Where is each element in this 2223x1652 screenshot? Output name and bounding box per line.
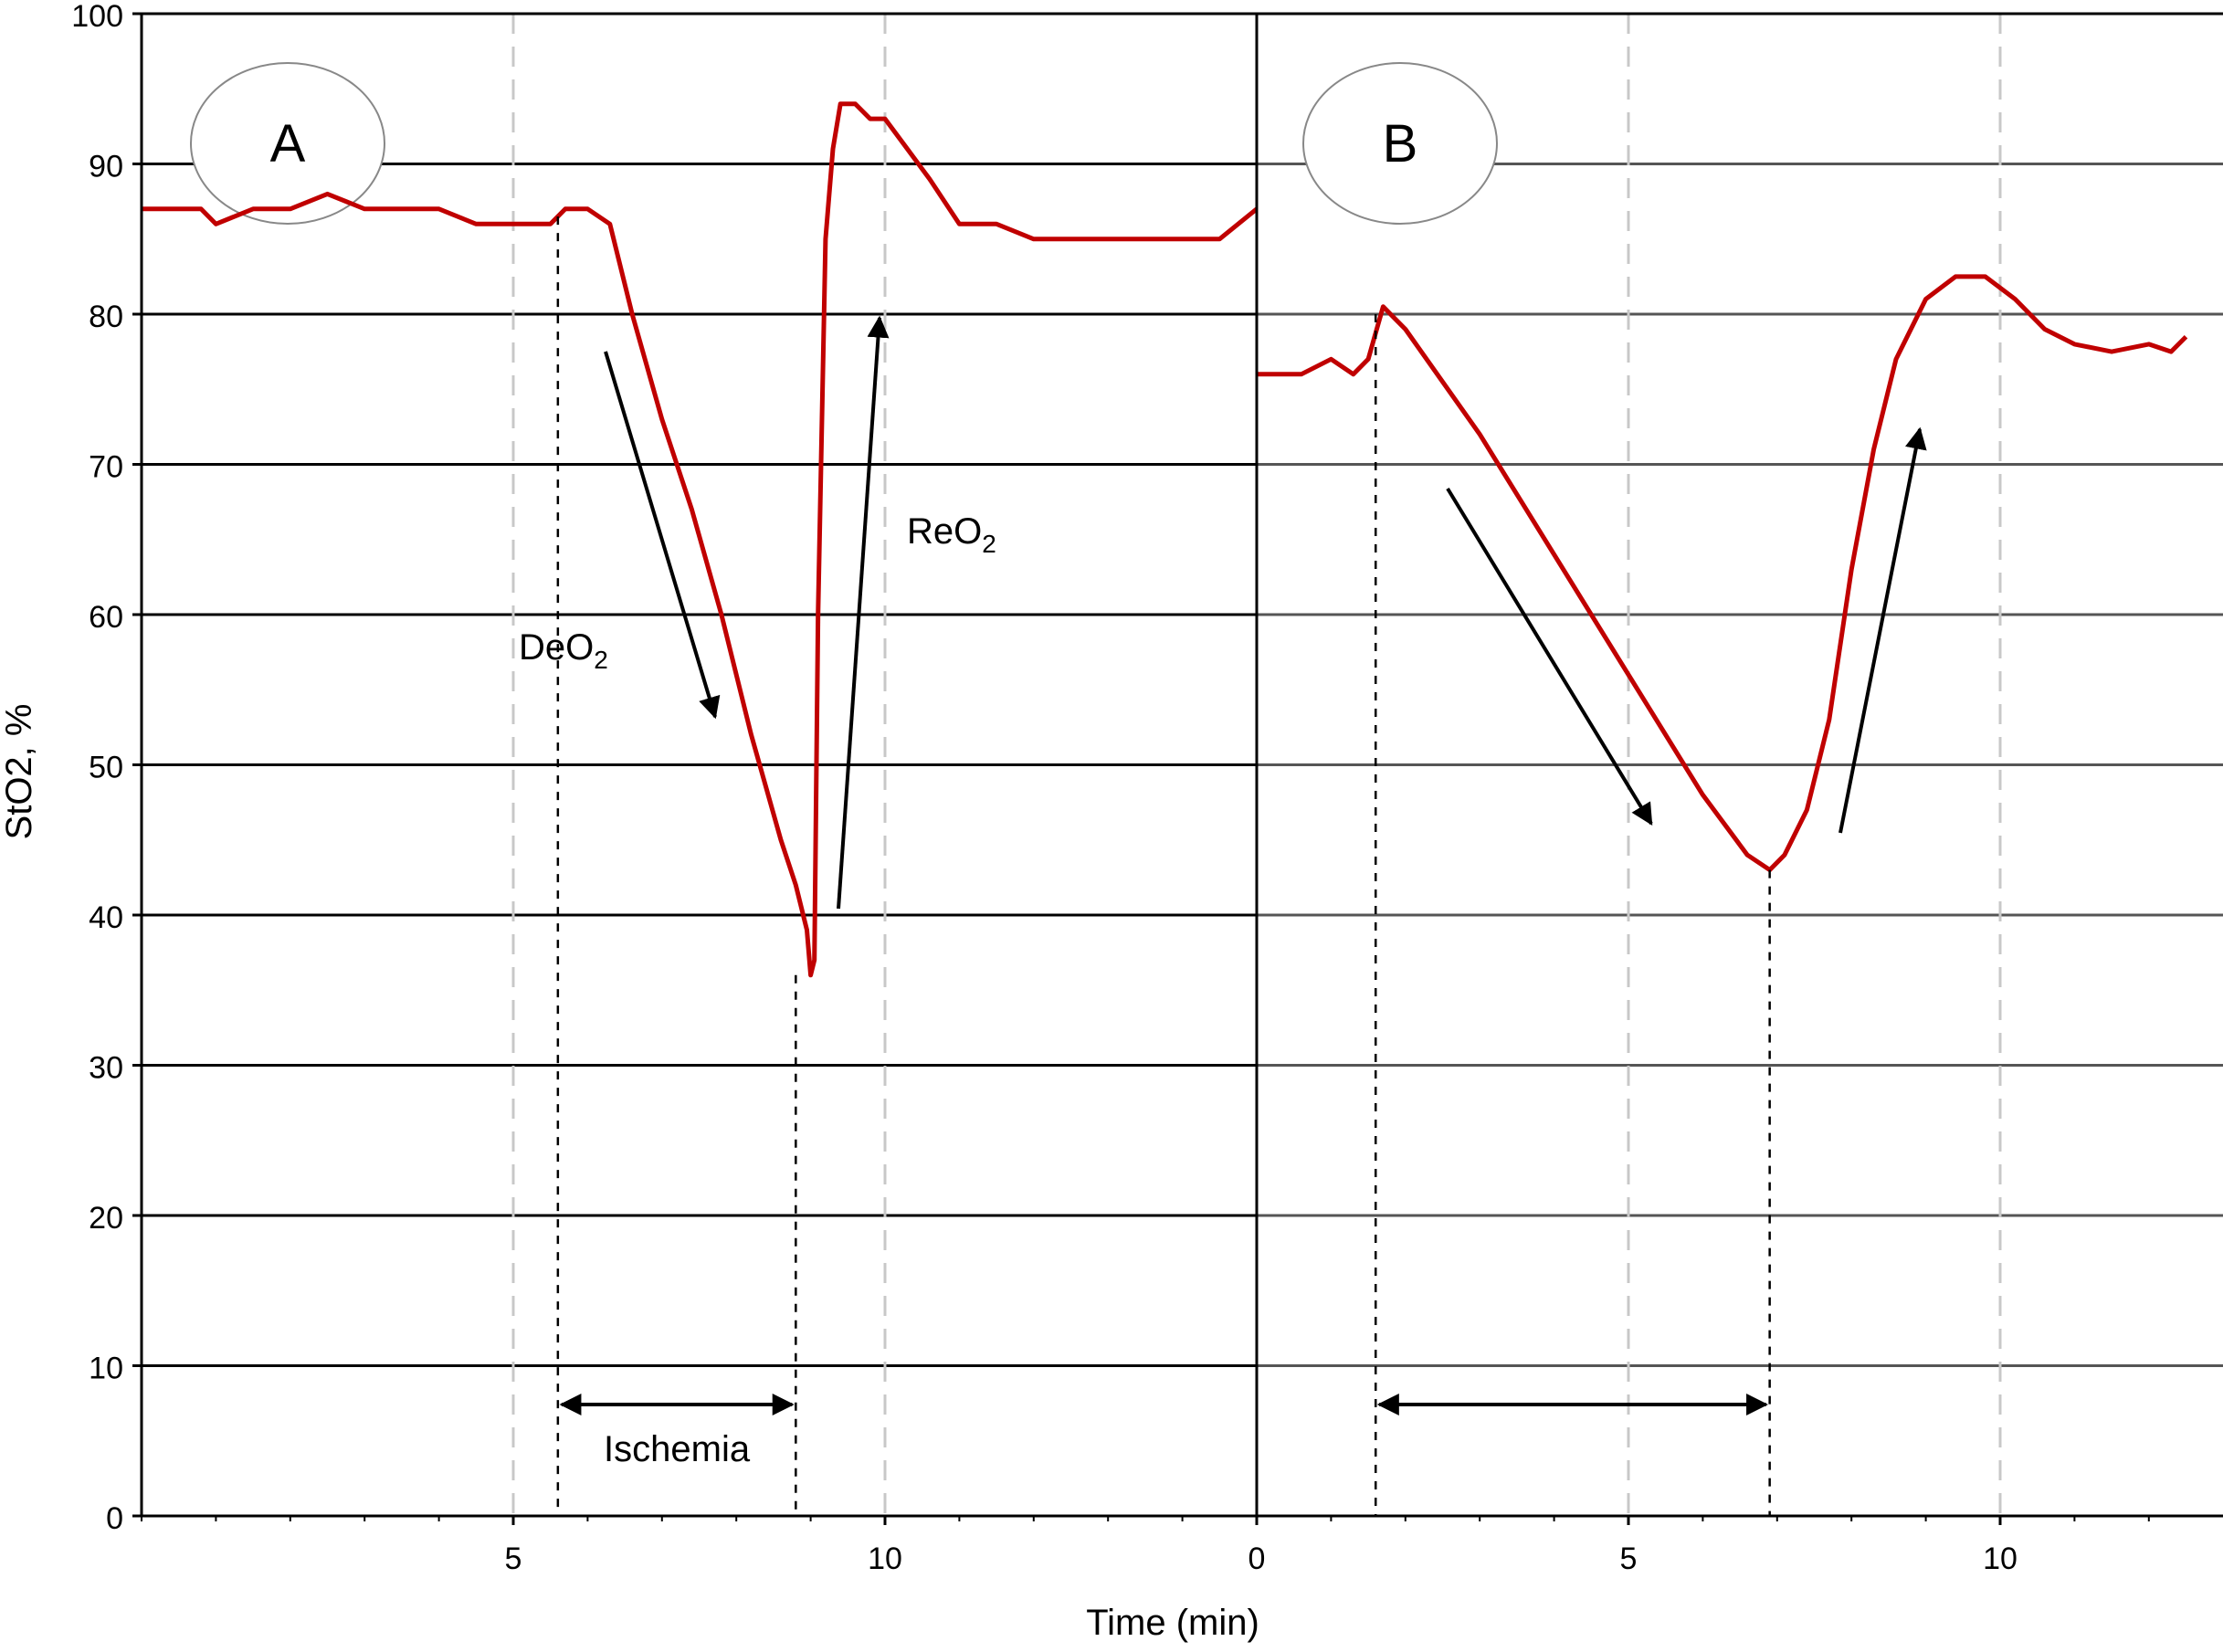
- series-line-b: [1257, 274, 2188, 873]
- y-tick-label: 10: [89, 1352, 123, 1386]
- y-axis-label: StO2, %: [0, 704, 39, 840]
- x-tick-label-a: 5: [505, 1542, 522, 1576]
- y-tick-label: 90: [89, 150, 123, 184]
- series-line-a: [142, 101, 1259, 978]
- reo2-label-main: ReO: [907, 511, 982, 552]
- deo2-label: DeO2: [519, 627, 608, 674]
- y-tick-label: 60: [89, 600, 123, 635]
- panel-label-a-circle: [190, 62, 385, 225]
- x-tick-label-a: 10: [868, 1542, 902, 1576]
- deo2-arrow-b: [1446, 487, 1653, 826]
- reo2-label-subscript: 2: [982, 530, 996, 558]
- y-tick-label: 70: [89, 450, 123, 485]
- x-tick-label-b: 0: [1248, 1542, 1266, 1576]
- y-tick-label: 100: [71, 0, 123, 34]
- y-tick-label: 80: [89, 300, 123, 334]
- panel-label-b-circle: [1302, 62, 1498, 225]
- ischemia-label: Ischemia: [604, 1429, 751, 1469]
- x-tick-label-b: 5: [1620, 1542, 1638, 1576]
- panel-label-a: A: [270, 114, 306, 174]
- panel-label-b: B: [1383, 114, 1418, 174]
- y-tick-label: 50: [89, 751, 123, 785]
- y-tick-label: 30: [89, 1051, 123, 1086]
- y-tick-label: 0: [106, 1501, 123, 1536]
- x-tick-label-b: 10: [1983, 1542, 2018, 1576]
- y-tick-label: 20: [89, 1201, 123, 1236]
- reo2-label: ReO2: [907, 511, 996, 558]
- deo2-label-subscript: 2: [594, 646, 608, 674]
- y-tick-label: 40: [89, 900, 123, 935]
- reo2-arrow-b: [1838, 426, 1927, 834]
- reo2-arrow-a: [837, 315, 890, 910]
- deo2-label-main: DeO: [519, 627, 594, 668]
- x-axis-label: Time (min): [1086, 1603, 1259, 1643]
- deo2-arrow-a: [604, 351, 721, 720]
